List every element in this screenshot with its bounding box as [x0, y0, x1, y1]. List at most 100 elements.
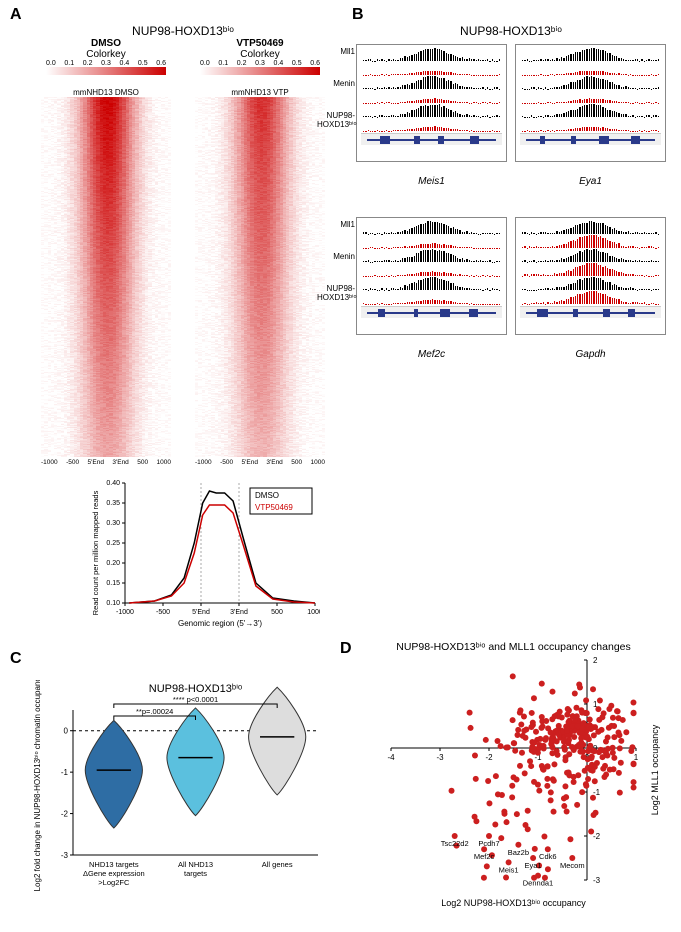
violin-shape	[249, 687, 306, 795]
scatter-point	[555, 752, 561, 758]
scatter-point	[617, 745, 623, 751]
track-row	[520, 75, 661, 89]
panel-d-label: D	[340, 640, 352, 658]
scatter-point	[564, 712, 570, 718]
scatter-xtick: -2	[485, 753, 493, 762]
profile-xtick: 3'End	[230, 609, 248, 616]
scatter-point	[565, 706, 571, 712]
scatter-point	[548, 789, 554, 795]
track-row	[520, 89, 661, 103]
track-row	[361, 220, 502, 234]
scatter-point	[592, 778, 598, 784]
colorkey-tick: 0.6	[310, 60, 320, 67]
scatter-point	[583, 697, 589, 703]
scatter-point	[583, 783, 589, 789]
panel-d-title: NUP98-HOXD13ᵇⁱᵒ and MLL1 occupancy chang…	[396, 641, 631, 653]
scatter-point	[503, 745, 509, 751]
colorkey-right: 0.00.10.20.30.40.50.6	[195, 60, 325, 88]
panel-a-label: A	[10, 6, 22, 24]
scatter-point	[495, 738, 501, 744]
scatter-point	[520, 733, 526, 739]
track-row-label: Mll1	[317, 47, 355, 56]
scatter-point	[484, 863, 490, 869]
scatter-point	[571, 734, 577, 740]
scatter-point	[504, 819, 510, 825]
scatter-point	[486, 800, 492, 806]
scatter-point	[509, 783, 515, 789]
scatter-point	[532, 739, 538, 745]
scatter-point	[571, 779, 577, 785]
heatmap-xtick: 3'End	[266, 459, 282, 466]
locus-name: Eya1	[515, 176, 666, 187]
profile-ytick: 0.20	[106, 560, 120, 567]
scatter-point	[570, 744, 576, 750]
track-row	[361, 248, 502, 262]
track-row	[520, 117, 661, 131]
scatter-point	[588, 828, 594, 834]
scatter-point	[606, 706, 612, 712]
track-row	[361, 234, 502, 248]
scatter-annotation: Mef2c	[474, 852, 495, 861]
scatter-ylabel: Log2 MLL1 occupancy	[650, 724, 660, 815]
panel-c-label: C	[10, 650, 22, 668]
scatter-point	[603, 772, 609, 778]
track-row-label: NUP98- HOXD13ᵇⁱᵒ	[317, 111, 355, 129]
heatmap-xtick: -500	[66, 459, 79, 466]
scatter-point	[532, 846, 538, 852]
violin-ytick: -1	[61, 768, 69, 777]
colorkey-tick: 0.4	[274, 60, 284, 67]
violin-shape	[167, 708, 224, 816]
scatter-point	[623, 729, 629, 735]
scatter-point	[631, 785, 637, 791]
gene-model	[520, 306, 661, 318]
track-locus-gapdh	[515, 217, 666, 335]
scatter-point	[607, 767, 613, 773]
heatmap-xtick: 5'End	[242, 459, 258, 466]
scatter-point	[498, 743, 504, 749]
scatter-point	[587, 743, 593, 749]
track-row-label: Menin	[317, 79, 355, 88]
scatter-point	[574, 713, 580, 719]
scatter-point	[514, 732, 520, 738]
track-row-label: Mll1	[317, 220, 355, 229]
scatter-point	[614, 708, 620, 714]
scatter-point	[605, 746, 611, 752]
violin-xlabel: NHD13 targets	[89, 860, 139, 869]
colorkey-tick: 0.3	[255, 60, 265, 67]
colorkey-tick: 0.0	[46, 60, 56, 67]
scatter-point	[538, 725, 544, 731]
heatmap-xtick: -500	[220, 459, 233, 466]
panel-a-title: NUP98-HOXD13ᵇⁱᵒ	[28, 24, 338, 38]
gene-model	[361, 133, 502, 145]
colorkey-tick: 0.0	[200, 60, 210, 67]
heatmap-dmso	[41, 97, 171, 457]
profile-ytick: 0.25	[106, 540, 120, 547]
scatter-point	[551, 761, 557, 767]
scatter-point	[631, 710, 637, 716]
track-row-label: NUP98- HOXD13ᵇⁱᵒ	[317, 284, 355, 302]
colorkey-label-right: Colorkey	[195, 49, 325, 60]
scatter-point	[591, 748, 597, 754]
track-label-right: mmNHD13 VTP	[195, 88, 325, 97]
track-row	[361, 47, 502, 61]
scatter-point	[570, 723, 576, 729]
scatter-point	[588, 726, 594, 732]
scatter-point	[611, 734, 617, 740]
heatmap-xtick: 1000	[311, 459, 325, 466]
profile-svg: 0.100.150.200.250.300.350.40-1000-5005'E…	[90, 478, 320, 628]
scatter-point	[631, 779, 637, 785]
profile-legend-vtp: VTP50469	[255, 503, 293, 512]
scatter-annotation: Tsc22d2	[441, 839, 469, 848]
panel-c-title: NUP98-HOXD13ᵇⁱᵒ	[149, 683, 242, 695]
scatter-point	[483, 737, 489, 743]
stat-label: **p=.00024	[136, 707, 173, 716]
violin-xlabel: targets	[184, 869, 207, 878]
panel-a: NUP98-HOXD13ᵇⁱᵒ DMSO Colorkey 0.00.10.20…	[28, 24, 338, 466]
heatmap-xtick: 1000	[157, 459, 171, 466]
scatter-point	[548, 729, 554, 735]
scatter-point	[576, 681, 582, 687]
locus-name: Mef2c	[356, 349, 507, 360]
track-locus-eya1	[515, 44, 666, 162]
scatter-point	[503, 875, 509, 881]
scatter-point	[519, 750, 525, 756]
